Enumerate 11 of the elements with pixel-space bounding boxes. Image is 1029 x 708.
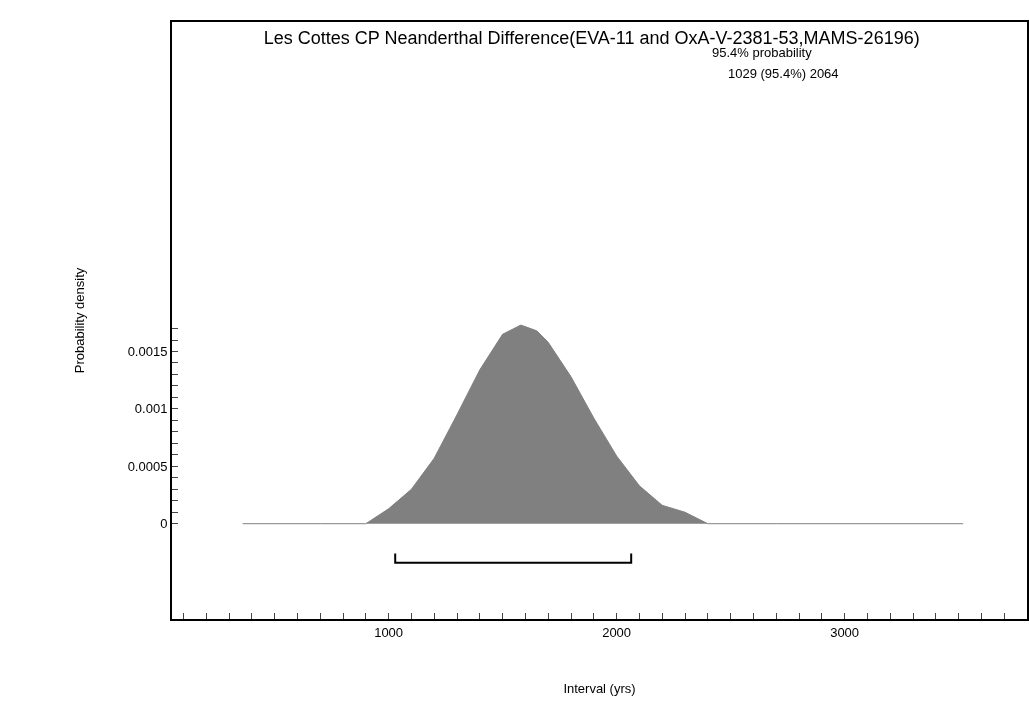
y-tick-label: 0.0005	[127, 458, 168, 474]
y-tick-label: 0.0015	[127, 344, 168, 360]
x-tick-label: 1000	[374, 624, 404, 640]
annotation: 1029 (95.4%) 2064	[728, 66, 839, 81]
y-axis-title: Probability density	[72, 267, 88, 374]
y-tick-label: 0.001	[134, 401, 168, 417]
x-tick-label: 2000	[602, 624, 632, 640]
x-axis-title: Interval (yrs)	[563, 680, 636, 696]
y-tick-label: 0	[160, 516, 168, 532]
chart-title: Les Cottes CP Neanderthal Difference(EVA-11 and OxA-V-2381-53,MAMS-26196)	[263, 28, 920, 49]
x-tick-label: 3000	[830, 624, 860, 640]
